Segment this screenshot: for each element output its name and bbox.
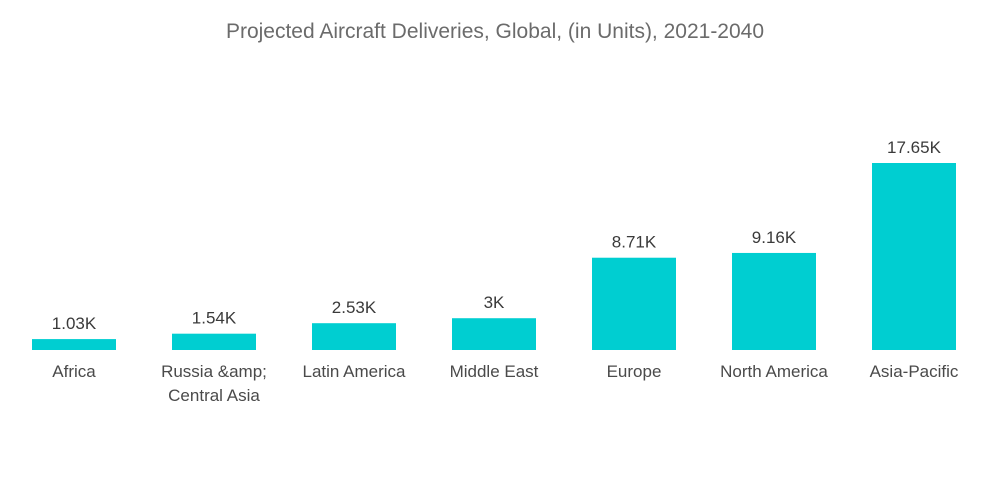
category-label-5: North America (720, 362, 828, 381)
data-label-2: 2.53K (332, 298, 377, 317)
bar-4 (592, 257, 676, 350)
data-label-1: 1.54K (192, 309, 237, 328)
bar-3 (452, 318, 536, 350)
category-label-1: Russia &amp; Central Asia (161, 362, 267, 405)
bar-0 (32, 339, 116, 350)
chart-title: Projected Aircraft Deliveries, Global, (… (226, 20, 764, 43)
bar-5 (732, 252, 816, 350)
data-label-4: 8.71K (612, 233, 657, 252)
bar-6 (872, 163, 956, 350)
category-label-4: Europe (607, 362, 662, 381)
data-label-0: 1.03K (52, 314, 97, 333)
bar-1 (172, 333, 256, 350)
category-label-2: Latin America (303, 362, 407, 381)
data-label-3: 3K (484, 293, 505, 312)
category-label-3: Middle East (450, 362, 539, 381)
bar-2 (312, 323, 396, 350)
category-label-0: Africa (52, 362, 96, 381)
data-label-6: 17.65K (887, 138, 942, 157)
category-label-6: Asia-Pacific (870, 362, 959, 381)
data-label-5: 9.16K (752, 228, 797, 247)
